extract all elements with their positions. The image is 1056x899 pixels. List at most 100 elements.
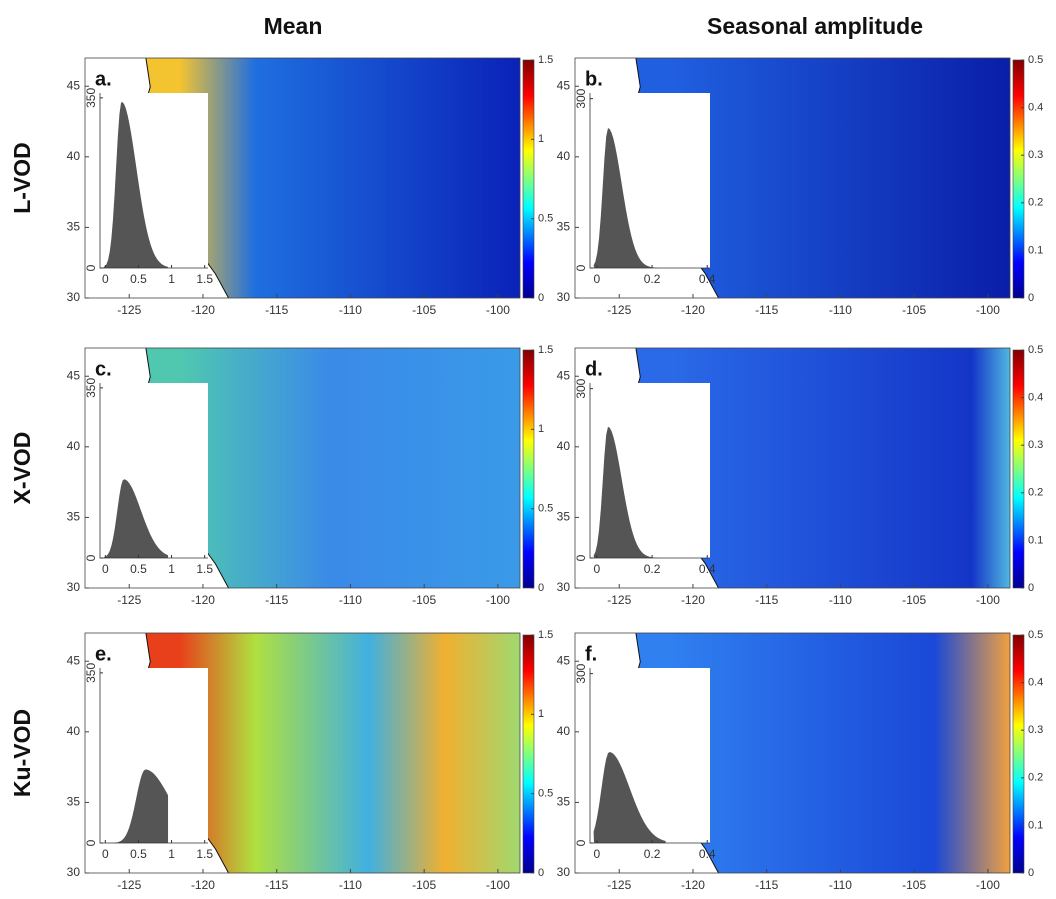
colorbar-tick-label: 0.5 [1028, 54, 1043, 66]
map-frame [574, 57, 1011, 299]
x-tick-label: -125 [117, 878, 141, 892]
colorbar-tick-label: 1 [538, 133, 544, 145]
map-frame [84, 347, 521, 589]
histogram-y-tick-label: 300 [574, 663, 588, 683]
colorbar-tick-label: 0 [1028, 582, 1034, 594]
x-tick-label: -110 [829, 593, 852, 607]
histogram-x-tick-label: 0.2 [644, 272, 661, 286]
x-tick-label: -100 [486, 878, 510, 892]
colorbar-tick-label: 0.4 [1028, 677, 1043, 689]
histogram-shape [103, 769, 169, 843]
histogram-y-tick-label: 0 [574, 264, 588, 271]
x-tick-label: -120 [191, 878, 215, 892]
x-tick-label: -115 [265, 593, 288, 607]
histogram-shape [103, 479, 169, 558]
map-frame [84, 57, 521, 299]
histogram-y-tick-label: 0 [574, 554, 588, 561]
y-tick-label: 30 [67, 580, 81, 594]
y-tick-label: 40 [67, 724, 81, 738]
histogram-y-tick-label: 0 [84, 264, 98, 271]
y-tick-label: 40 [557, 439, 571, 453]
x-tick-label: -115 [265, 878, 288, 892]
x-tick-label: -125 [607, 593, 631, 607]
colorbar-tick-label: 0 [1028, 867, 1034, 879]
y-tick-label: 35 [557, 220, 571, 234]
histogram-x-tick-label: 1 [168, 272, 175, 286]
y-tick-label: 30 [557, 580, 571, 594]
panel-label: a. [95, 68, 112, 90]
histogram-x-tick-label: 1 [168, 847, 175, 861]
land [141, 58, 521, 298]
map-frame [574, 632, 1011, 874]
histogram-y-tick-label: 0 [574, 839, 588, 846]
colorbar-tick-label: 0.3 [1028, 724, 1043, 736]
colorbar-tick-label: 0.4 [1028, 102, 1043, 114]
x-tick-label: -105 [412, 878, 436, 892]
panel-label: d. [585, 358, 603, 380]
colorbar-tick-label: 0.5 [538, 503, 553, 515]
y-tick-label: 35 [557, 795, 571, 809]
histogram-x-tick-label: 0.2 [644, 847, 661, 861]
colorbar-tick-label: 0.2 [1028, 772, 1043, 784]
x-tick-label: -115 [265, 303, 288, 317]
histogram-x-tick-label: 0 [102, 562, 109, 576]
y-tick-label: 45 [557, 78, 571, 92]
colorbar-tick-label: 0.5 [1028, 629, 1043, 641]
y-tick-label: 45 [67, 653, 81, 667]
colorbar [522, 59, 535, 299]
y-tick-label: 35 [67, 220, 81, 234]
x-tick-label: -105 [412, 593, 436, 607]
colorbar-tick-label: 0.5 [538, 788, 553, 800]
histogram-shape [593, 426, 666, 558]
colorbar-tick-label: 1.5 [538, 54, 553, 66]
y-tick-label: 30 [67, 865, 81, 879]
colorbar [1012, 634, 1025, 874]
y-tick-label: 45 [67, 78, 81, 92]
y-tick-label: 45 [557, 368, 571, 382]
histogram-x-tick-label: 0.4 [699, 847, 716, 861]
panel-label: b. [585, 68, 603, 90]
colorbar [1012, 59, 1025, 299]
histogram-y-tick-label: 300 [574, 88, 588, 108]
x-tick-label: -100 [976, 878, 1000, 892]
x-tick-label: -120 [681, 593, 705, 607]
colorbar-tick-label: 0.1 [1028, 819, 1043, 831]
x-tick-label: -115 [755, 303, 778, 317]
column-title: Seasonal amplitude [707, 13, 923, 39]
histogram-x-tick-label: 0.2 [644, 562, 661, 576]
x-tick-label: -110 [829, 303, 852, 317]
colorbar-tick-label: 0.1 [1028, 534, 1043, 546]
land [631, 58, 1010, 298]
histogram-x-tick-label: 0 [594, 272, 601, 286]
colorbar-tick-label: 0 [538, 867, 544, 879]
histogram-y-tick-label: 300 [574, 378, 588, 398]
y-tick-label: 30 [557, 290, 571, 304]
x-tick-label: -115 [755, 593, 778, 607]
map-frame [574, 347, 1011, 589]
colorbar-tick-label: 0.5 [1028, 344, 1043, 356]
map-frame [84, 632, 521, 874]
x-tick-label: -100 [486, 593, 510, 607]
land [141, 633, 521, 873]
colorbar [522, 634, 535, 874]
x-tick-label: -125 [607, 303, 631, 317]
colorbar [1012, 349, 1025, 589]
colorbar-tick-label: 1 [538, 423, 544, 435]
row-label: X-VOD [9, 432, 35, 505]
x-tick-label: -105 [412, 303, 436, 317]
y-tick-label: 40 [67, 149, 81, 163]
histogram-x-tick-label: 1.5 [196, 272, 213, 286]
y-tick-label: 35 [67, 510, 81, 524]
x-tick-label: -120 [681, 878, 705, 892]
colorbar-tick-label: 0.5 [538, 213, 553, 225]
x-tick-label: -120 [191, 593, 215, 607]
y-tick-label: 40 [557, 724, 571, 738]
panel-label: c. [95, 358, 112, 380]
y-tick-label: 30 [67, 290, 81, 304]
colorbar-tick-label: 0 [538, 292, 544, 304]
x-tick-label: -105 [902, 593, 926, 607]
colorbar-tick-label: 0.1 [1028, 244, 1043, 256]
histogram-x-tick-label: 0 [102, 847, 109, 861]
histogram-x-tick-label: 1.5 [196, 847, 213, 861]
